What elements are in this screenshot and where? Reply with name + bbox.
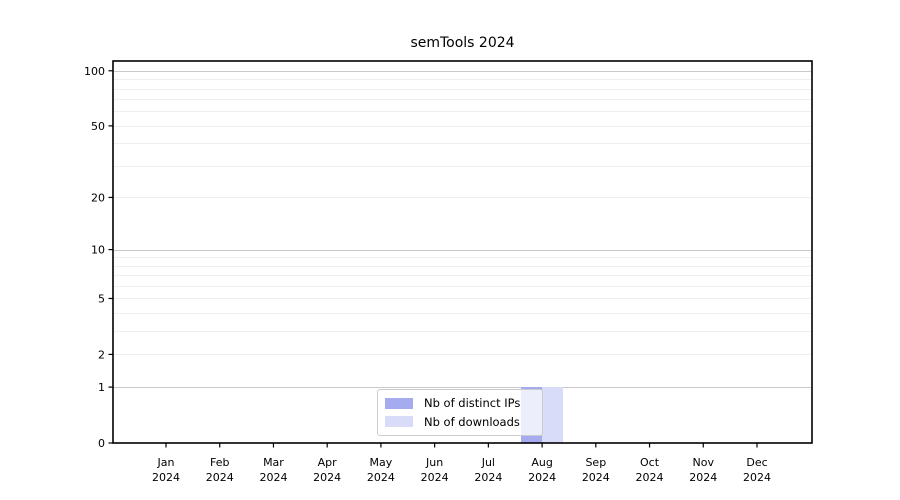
x-tick-label-year: 2024 xyxy=(259,471,287,484)
x-tick-label-year: 2024 xyxy=(152,471,180,484)
x-tick-label-year: 2024 xyxy=(636,471,664,484)
y-tick-label: 10 xyxy=(91,244,105,257)
legend-item-distinct-ips: Nb of distinct IPs xyxy=(385,396,534,410)
x-tick-label-month: May xyxy=(370,456,393,469)
x-tick-label-month: Jun xyxy=(425,456,443,469)
x-tick-label-year: 2024 xyxy=(367,471,395,484)
y-tick-label: 5 xyxy=(98,292,105,305)
chart-legend: Nb of distinct IPs Nb of downloads xyxy=(377,389,543,436)
x-tick-label-month: Mar xyxy=(263,456,284,469)
y-tick-label: 2 xyxy=(98,348,105,361)
chart-title: semTools 2024 xyxy=(410,35,515,51)
x-tick-label-month: Apr xyxy=(318,456,338,469)
x-tick-label-year: 2024 xyxy=(528,471,556,484)
x-tick-label-month: Feb xyxy=(210,456,229,469)
x-tick-label-month: Oct xyxy=(640,456,660,469)
y-tick-label: 0 xyxy=(98,437,105,450)
legend-item-downloads: Nb of downloads xyxy=(385,415,534,429)
plot-border xyxy=(112,60,813,444)
x-tick-label-month: Dec xyxy=(746,456,767,469)
x-tick-label-year: 2024 xyxy=(313,471,341,484)
legend-label-distinct-ips: Nb of distinct IPs xyxy=(424,396,521,411)
y-tick-label: 100 xyxy=(84,65,105,78)
x-tick-label-month: Sep xyxy=(585,456,606,469)
y-tick-label: 20 xyxy=(91,191,105,204)
x-tick-label-year: 2024 xyxy=(421,471,449,484)
y-tick-label: 1 xyxy=(98,381,105,394)
x-tick-label-month: Aug xyxy=(531,456,552,469)
x-tick-label-year: 2024 xyxy=(689,471,717,484)
bar-downloads xyxy=(542,387,563,443)
x-tick-label-year: 2024 xyxy=(474,471,502,484)
x-tick-label-month: Jul xyxy=(481,456,495,469)
legend-label-downloads: Nb of downloads xyxy=(424,414,520,429)
y-tick-label: 50 xyxy=(91,120,105,133)
x-tick-label-month: Nov xyxy=(693,456,715,469)
x-tick-label-month: Jan xyxy=(157,456,175,469)
x-tick-label-year: 2024 xyxy=(206,471,234,484)
x-tick-label-year: 2024 xyxy=(743,471,771,484)
x-tick-label-year: 2024 xyxy=(582,471,610,484)
legend-swatch-downloads xyxy=(385,416,413,428)
legend-swatch-distinct-ips xyxy=(385,397,413,409)
